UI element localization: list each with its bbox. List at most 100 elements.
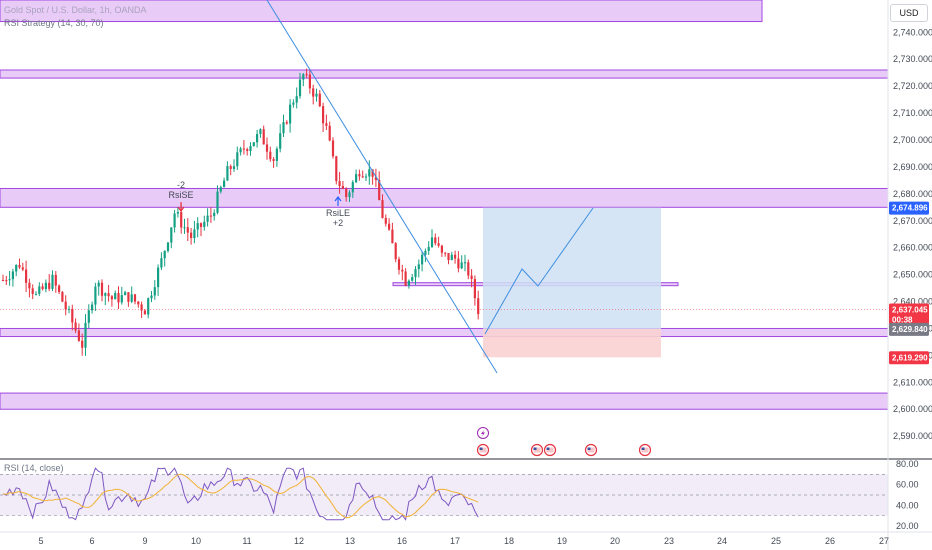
candle [229, 164, 232, 176]
rsi-pane-label[interactable]: RSI (14, close) [4, 463, 64, 473]
candle-body [401, 269, 404, 272]
candle [5, 275, 8, 285]
candle [440, 244, 443, 257]
candle [176, 207, 179, 218]
candle-body [236, 152, 239, 167]
stop-price-tag-bg [889, 351, 929, 365]
short-signal-label: RsiSE [168, 190, 193, 200]
projected-path[interactable] [484, 207, 594, 335]
sr-zone[interactable] [0, 327, 889, 338]
target-price-tag: 2,674.896 [889, 201, 929, 215]
flag-field [587, 447, 595, 453]
candle [252, 142, 255, 147]
candle-body [21, 267, 24, 270]
price-tick-label: 2,690.000 [893, 162, 932, 172]
candle-body [295, 96, 298, 103]
candle [11, 268, 14, 287]
strategy-label[interactable]: RSI Strategy (14, 30, 70) [4, 18, 104, 28]
candle-body [124, 292, 127, 296]
candle [302, 72, 305, 87]
candle-body [31, 288, 34, 294]
descending-trendline[interactable] [266, 0, 498, 374]
time-tick-label: 25 [771, 536, 781, 546]
candle [249, 142, 252, 156]
price-tick-label: 2,600.000 [893, 404, 932, 414]
candle-body [64, 301, 67, 310]
sr-zone[interactable] [0, 69, 889, 79]
candle-body [447, 252, 450, 261]
candle-body [206, 215, 209, 222]
candle [404, 268, 407, 287]
price-tick-label: 2,670.000 [893, 216, 932, 226]
us-flag-icon[interactable] [638, 443, 652, 457]
candle [269, 146, 272, 162]
stop-price-tag-text: 2,619.290 [892, 353, 928, 362]
candle-body [345, 188, 348, 198]
candle-body [388, 223, 391, 230]
us-flag-icon[interactable] [584, 443, 598, 457]
candle [364, 173, 368, 182]
candle-body [130, 294, 133, 302]
candle [394, 242, 397, 263]
candle-body [473, 279, 476, 299]
price-tick-label: 2,610.000 [893, 377, 932, 387]
candle [117, 286, 120, 309]
candle [384, 214, 387, 227]
candle-body [74, 322, 77, 331]
currency-button[interactable]: USD [890, 4, 928, 22]
candle [41, 283, 44, 291]
target-price-tag-text: 2,674.896 [892, 204, 928, 213]
stop-zone-box[interactable] [483, 328, 661, 358]
candle [87, 304, 90, 329]
candle [226, 161, 229, 181]
rsi-tick-label: 20.00 [896, 521, 919, 531]
candle-body [397, 259, 401, 270]
us-flag-icon[interactable] [476, 443, 490, 457]
candle-body [216, 191, 219, 213]
lightning-icon[interactable] [477, 427, 489, 439]
sr-zone[interactable] [0, 392, 889, 410]
candle [246, 147, 249, 156]
candle [289, 99, 292, 133]
candle-body [110, 296, 113, 300]
us-flag-icon[interactable] [543, 443, 557, 457]
price-tick-label: 2,590.000 [893, 431, 932, 441]
candle [358, 169, 361, 181]
sr-zone[interactable] [0, 0, 763, 23]
candle [470, 269, 473, 288]
candle-body [58, 285, 61, 292]
rsi-tick-label: 80.00 [896, 459, 919, 469]
us-flag-icon[interactable] [530, 443, 544, 457]
candle [454, 250, 457, 264]
candle-body [279, 133, 282, 149]
candle [318, 90, 321, 108]
candle [447, 252, 450, 265]
sr-zone[interactable] [0, 187, 889, 208]
candle [368, 160, 371, 185]
candle-body [48, 282, 51, 289]
candle-body [308, 74, 311, 89]
candle [199, 222, 203, 237]
candle [351, 180, 354, 198]
target-zone-box[interactable] [483, 207, 661, 329]
candle-body [351, 182, 354, 193]
candle-body [269, 151, 272, 160]
price-tick-label: 2,730.000 [893, 54, 932, 64]
candle-body [275, 148, 278, 161]
candle [450, 251, 453, 261]
candle [298, 72, 302, 99]
candle-body [424, 250, 427, 255]
stop-price-tag: 2,619.290 [889, 351, 929, 365]
current-price-tag-text: 00:38 [892, 315, 913, 324]
candle-body [318, 93, 321, 107]
candle-body [34, 293, 38, 295]
candle [259, 128, 262, 138]
candle [348, 190, 351, 202]
candle [206, 208, 209, 227]
candle-body [265, 144, 269, 152]
candle [361, 170, 364, 178]
candle-body [229, 166, 232, 169]
candle [140, 301, 143, 319]
